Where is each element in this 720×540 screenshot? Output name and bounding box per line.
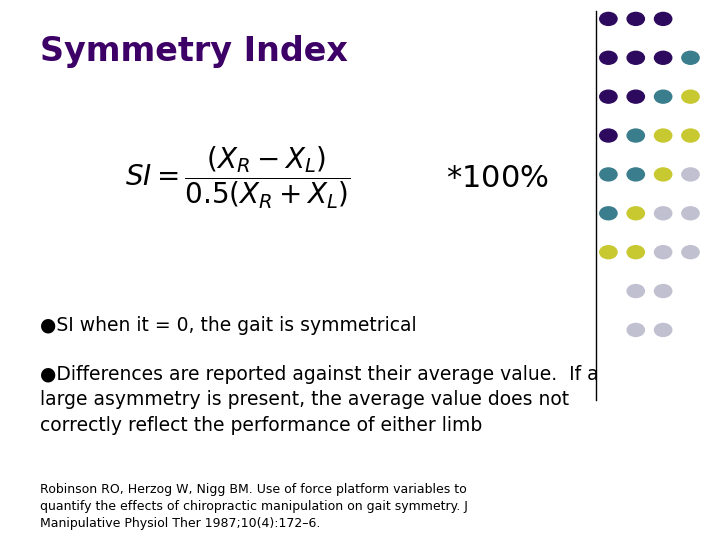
Circle shape xyxy=(627,246,644,259)
Text: $*100\%$: $*100\%$ xyxy=(446,164,549,193)
Circle shape xyxy=(627,51,644,64)
Circle shape xyxy=(682,51,699,64)
Circle shape xyxy=(654,323,672,336)
Circle shape xyxy=(627,12,644,25)
Circle shape xyxy=(682,90,699,103)
Circle shape xyxy=(682,129,699,142)
Circle shape xyxy=(627,207,644,220)
Circle shape xyxy=(682,246,699,259)
Circle shape xyxy=(654,129,672,142)
Circle shape xyxy=(627,323,644,336)
Circle shape xyxy=(654,12,672,25)
Circle shape xyxy=(682,168,699,181)
Text: ●Differences are reported against their average value.  If a
large asymmetry is : ●Differences are reported against their … xyxy=(40,364,598,435)
Text: $\mathit{SI} = \dfrac{(\mathit{X}_{R} - \mathit{X}_{L})}{0.5(\mathit{X}_{R} + \m: $\mathit{SI} = \dfrac{(\mathit{X}_{R} - … xyxy=(125,145,351,211)
Circle shape xyxy=(600,168,617,181)
Circle shape xyxy=(627,129,644,142)
Circle shape xyxy=(600,12,617,25)
Text: Robinson RO, Herzog W, Nigg BM. Use of force platform variables to
quantify the : Robinson RO, Herzog W, Nigg BM. Use of f… xyxy=(40,483,467,530)
Circle shape xyxy=(600,129,617,142)
Circle shape xyxy=(600,90,617,103)
Circle shape xyxy=(627,285,644,298)
Text: ●SI when it = 0, the gait is symmetrical: ●SI when it = 0, the gait is symmetrical xyxy=(40,316,416,335)
Circle shape xyxy=(682,207,699,220)
Circle shape xyxy=(654,285,672,298)
Circle shape xyxy=(600,246,617,259)
Text: Symmetry Index: Symmetry Index xyxy=(40,35,348,68)
Circle shape xyxy=(654,90,672,103)
Circle shape xyxy=(654,168,672,181)
Circle shape xyxy=(627,90,644,103)
Circle shape xyxy=(627,168,644,181)
Circle shape xyxy=(654,51,672,64)
Circle shape xyxy=(600,207,617,220)
Circle shape xyxy=(654,207,672,220)
Circle shape xyxy=(600,51,617,64)
Circle shape xyxy=(654,246,672,259)
